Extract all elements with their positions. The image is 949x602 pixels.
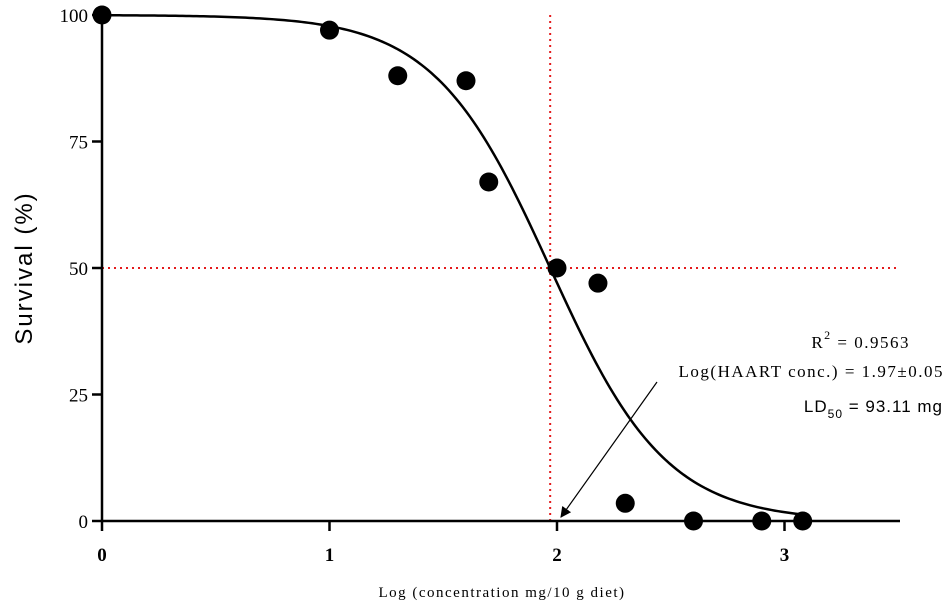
- x-tick-label: 2: [552, 545, 562, 566]
- data-point: [793, 511, 813, 531]
- data-point: [479, 172, 499, 192]
- y-axis-label: Survival (%): [11, 191, 38, 344]
- y-ticks: 0 25 50 75 100: [60, 6, 102, 533]
- x-axis-label: Log (concentration mg/10 g diet): [378, 585, 625, 601]
- r-squared-annotation: R2 = 0.9563: [811, 328, 910, 352]
- x-tick-label: 0: [97, 545, 107, 566]
- data-point: [615, 493, 635, 513]
- annotation-arrow: [560, 381, 658, 518]
- data-point: [588, 273, 608, 293]
- y-tick-label: 0: [79, 512, 89, 533]
- y-tick-label: 25: [69, 386, 88, 407]
- x-ticks: 0 1 2 3: [97, 521, 789, 566]
- log-conc-annotation: Log(HAART conc.) = 1.97±0.05: [679, 362, 944, 381]
- fit-curve: [101, 13, 803, 516]
- x-tick-label: 1: [325, 545, 335, 566]
- ld50-annotation: LD50 = 93.11 mg: [804, 397, 943, 421]
- data-point: [684, 511, 703, 531]
- data-point: [752, 511, 772, 531]
- data-point: [320, 20, 339, 40]
- x-tick-label: 3: [780, 545, 790, 566]
- data-point: [456, 71, 476, 91]
- data-point: [92, 5, 112, 25]
- y-tick-label: 75: [69, 133, 88, 154]
- y-tick-label: 100: [60, 6, 89, 27]
- data-point: [547, 258, 567, 278]
- data-points: [92, 5, 813, 531]
- data-point: [388, 66, 408, 86]
- y-tick-label: 50: [69, 259, 88, 280]
